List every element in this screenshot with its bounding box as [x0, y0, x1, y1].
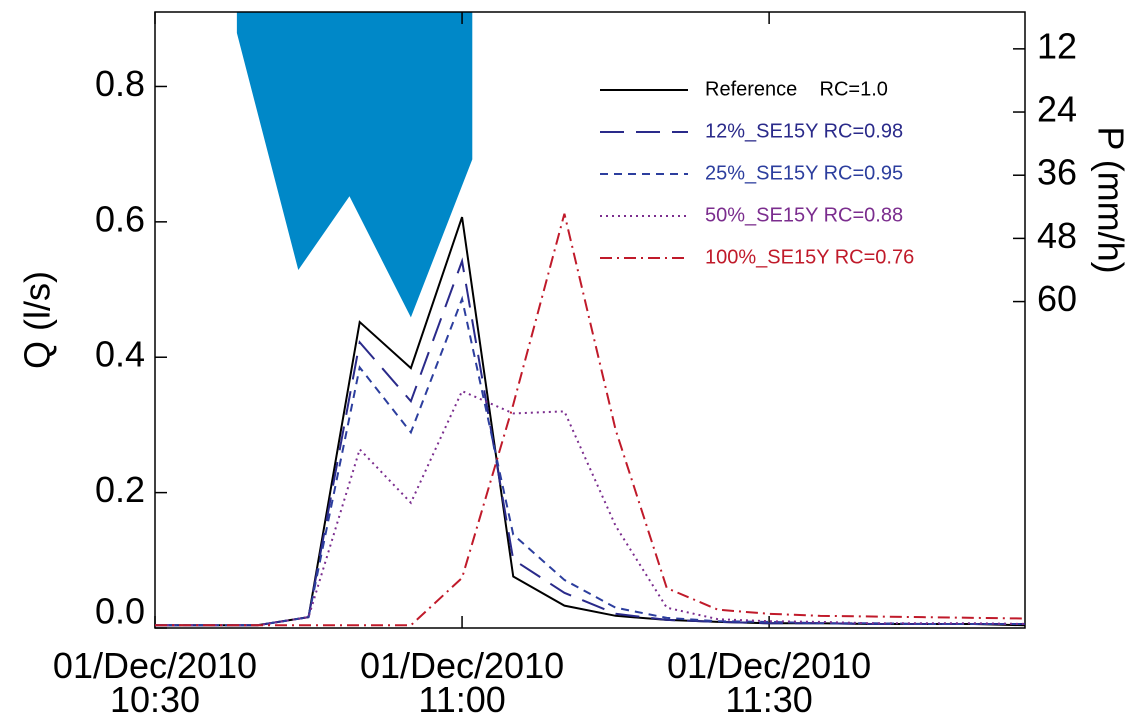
legend-label: 12%_SE15Y RC=0.98: [705, 120, 903, 142]
y2-tick-label: 48: [1037, 215, 1077, 256]
y-axis-label: Q (l/s): [17, 271, 58, 369]
legend-label: 25%_SE15Y RC=0.95: [705, 162, 903, 184]
series-line: [155, 295, 1025, 627]
series-line: [155, 257, 1025, 627]
rain-area: [236, 12, 473, 318]
y2-tick-label: 24: [1037, 89, 1077, 130]
x-tick-label: 01/Dec/2010 11:00: [360, 645, 564, 720]
x-tick-label: 01/Dec/2010 11:30: [667, 645, 871, 720]
y-tick-label: 0.8: [95, 63, 145, 104]
y2-tick-label: 36: [1037, 152, 1077, 193]
series-line: [155, 213, 1026, 627]
y-tick-label: 0.4: [95, 334, 145, 375]
legend-label: 50%_SE15Y RC=0.88: [705, 204, 903, 226]
y2-axis-label: P (mm/h): [1090, 126, 1131, 273]
y2-tick-label: 60: [1037, 278, 1077, 319]
y-tick-label: 0.6: [95, 198, 145, 239]
y-tick-label: 0.0: [95, 591, 145, 632]
legend-label: Reference RC=1.0: [705, 78, 888, 100]
legend-label: 100%_SE15Y RC=0.76: [705, 246, 914, 268]
plot-frame: [154, 11, 1026, 629]
y-tick-label: 0.2: [95, 469, 145, 510]
y2-tick-label: 12: [1037, 25, 1077, 66]
series-line: [155, 216, 1026, 627]
x-tick-label: 01/Dec/2010 10:30: [53, 645, 257, 720]
series-line: [155, 389, 1026, 627]
